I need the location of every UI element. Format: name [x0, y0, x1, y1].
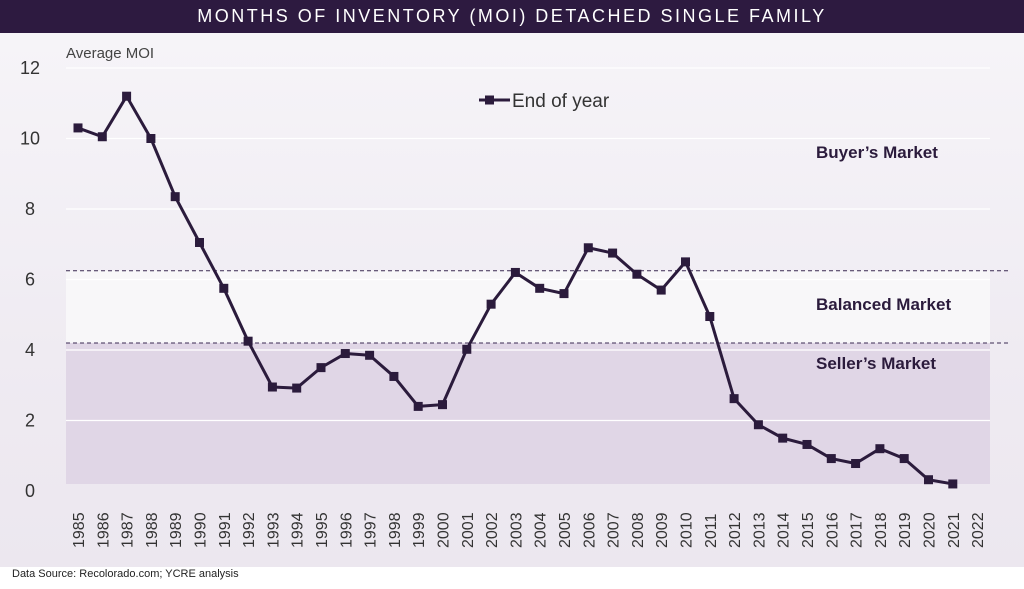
x-tick-label: 1988 — [144, 512, 161, 548]
x-tick-label: 2006 — [581, 512, 598, 548]
data-point — [851, 459, 861, 469]
series-end-of-year — [73, 91, 958, 489]
data-point — [195, 237, 204, 247]
data-point — [292, 383, 302, 393]
x-tick-label: 1995 — [314, 512, 331, 548]
y-axis-label: Average MOI — [66, 45, 154, 62]
data-point — [948, 479, 958, 489]
data-point — [924, 475, 933, 485]
data-point — [486, 299, 496, 309]
chart-title-bar: MONTHS OF INVENTORY (MOI) DETACHED SINGL… — [0, 0, 1024, 33]
data-point — [559, 289, 569, 299]
x-tick-label: 1999 — [411, 512, 428, 548]
x-tick-label: 2013 — [751, 512, 768, 548]
x-tick-label: 2022 — [970, 512, 987, 548]
data-point — [899, 454, 909, 464]
zone-label: Balanced Market — [816, 295, 951, 314]
y-tick-label: 12 — [20, 58, 40, 78]
data-point — [267, 382, 277, 392]
data-point — [608, 248, 618, 258]
x-tick-label: 2011 — [703, 513, 720, 548]
x-tick-label: 2000 — [436, 512, 453, 548]
zone-labels: Buyer’s Market Balanced Market Seller’s Ma… — [816, 143, 951, 373]
x-tick-label: 1991 — [217, 512, 234, 548]
data-point — [705, 312, 715, 322]
data-source-note: Data Source: Recolorado.com; YCRE analys… — [12, 568, 239, 580]
x-tick-label: 2018 — [873, 512, 890, 548]
threshold-lines — [66, 270, 1010, 344]
data-point — [243, 336, 253, 346]
x-tick-label: 1996 — [338, 512, 355, 548]
chart-title: MONTHS OF INVENTORY (MOI) DETACHED SINGL… — [197, 6, 827, 26]
y-tick-label: 6 — [25, 270, 35, 290]
x-tick-label: 2014 — [776, 512, 793, 548]
x-tick-label: 2020 — [922, 512, 939, 548]
y-tick-label: 8 — [25, 199, 35, 219]
x-tick-label: 1990 — [193, 512, 210, 548]
x-tick-label: 2012 — [727, 512, 744, 548]
data-point — [753, 420, 763, 430]
x-tick-label: 2019 — [897, 512, 914, 548]
zone-label: Buyer’s Market — [816, 143, 938, 162]
data-point — [146, 134, 156, 143]
data-point — [340, 349, 350, 359]
x-tick-label: 2002 — [484, 512, 501, 548]
data-point — [316, 363, 326, 373]
x-tick-label: 2008 — [630, 512, 647, 548]
legend-label: End of year — [512, 91, 610, 112]
x-tick-label: 1986 — [95, 512, 112, 548]
zone-label: Seller’s Market — [816, 354, 936, 373]
legend: End of year — [479, 91, 610, 112]
x-tick-label: 2017 — [849, 512, 866, 548]
x-tick-label: 2004 — [533, 512, 550, 548]
x-tick-label: 2015 — [800, 512, 817, 548]
x-tick-label: 1993 — [265, 512, 282, 548]
x-tick-label: 1992 — [241, 512, 258, 548]
x-tick-label: 1994 — [290, 512, 307, 548]
data-point — [826, 454, 836, 464]
x-tick-label: 2007 — [606, 512, 623, 548]
x-tick-label: 1985 — [71, 512, 88, 548]
data-point — [73, 123, 83, 133]
data-point — [875, 444, 885, 454]
x-tick-label: 2010 — [679, 512, 696, 548]
x-tick-label: 1989 — [168, 512, 185, 548]
y-tick-label: 4 — [25, 340, 35, 360]
x-tick-label: 2016 — [824, 512, 841, 548]
x-tick-label: 2003 — [508, 512, 525, 548]
legend-marker — [485, 95, 494, 105]
data-point — [583, 243, 593, 253]
x-tick-label: 2005 — [557, 512, 574, 548]
data-point — [632, 269, 642, 279]
data-point — [438, 400, 447, 410]
data-point — [535, 283, 545, 293]
data-point — [510, 267, 520, 277]
data-point — [729, 394, 739, 404]
x-axis-ticks: 1985 1986 1987 1988 1989 1990 1991 1992 1993 1994… — [71, 512, 987, 548]
x-tick-label: 1998 — [387, 512, 404, 548]
data-point — [122, 91, 132, 101]
data-point — [802, 439, 812, 449]
data-point — [656, 285, 666, 295]
x-tick-label: 2001 — [460, 512, 477, 548]
data-point — [681, 257, 690, 267]
data-point — [462, 344, 472, 354]
x-tick-label: 2009 — [654, 512, 671, 548]
y-tick-label: 2 — [25, 411, 35, 431]
x-tick-label: 1997 — [363, 512, 380, 548]
y-tick-label: 10 — [20, 129, 40, 149]
y-axis-ticks: 0 2 4 6 8 10 12 — [20, 58, 40, 501]
x-tick-label: 1987 — [120, 512, 137, 548]
data-point — [365, 350, 375, 360]
y-tick-label: 0 — [25, 481, 35, 501]
data-point — [778, 433, 788, 443]
data-point — [170, 192, 180, 202]
data-point — [219, 283, 229, 293]
data-point — [413, 401, 423, 411]
x-tick-label: 2021 — [946, 512, 963, 548]
data-point — [389, 371, 399, 381]
data-point — [97, 132, 107, 142]
